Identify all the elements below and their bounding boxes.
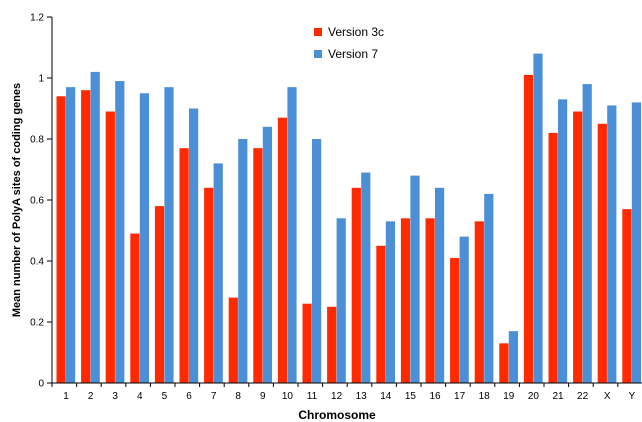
bar-version-7 [607, 105, 617, 383]
x-tick-label: 9 [260, 391, 266, 402]
x-tick-label: X [604, 391, 611, 402]
bar-version-7 [90, 71, 100, 384]
x-tick-label: 5 [162, 391, 168, 402]
bar-version-7 [287, 87, 297, 384]
bar-version-3c [573, 111, 583, 384]
x-tick-label: 2 [88, 391, 94, 402]
bar-version-7 [115, 81, 125, 384]
bar-version-3c [425, 218, 435, 383]
bar-version-3c [130, 233, 140, 383]
y-tick-label: 1.2 [30, 13, 44, 24]
bar-version-7 [164, 87, 174, 384]
x-tick-label: 21 [552, 391, 564, 402]
x-tick-label: 15 [405, 391, 417, 402]
bar-version-3c [253, 148, 263, 383]
bar-version-7 [385, 221, 395, 383]
bar-version-3c [351, 187, 361, 383]
y-tick-label: 0.8 [30, 135, 44, 146]
bar-version-7 [213, 163, 223, 383]
legend-label: Version 3c [328, 25, 384, 39]
bar-version-7 [459, 236, 469, 383]
y-tick-label: 0 [38, 379, 44, 390]
bar-version-3c [499, 343, 509, 383]
bar-version-3c [548, 132, 558, 383]
bar-version-3c [154, 206, 165, 383]
bar-version-3c [204, 187, 214, 383]
bar-version-3c [179, 148, 189, 383]
legend-label: Version 7 [328, 47, 378, 61]
x-tick-label: 16 [429, 391, 441, 402]
x-axis-title: Chromosome [298, 408, 376, 422]
legend-swatch [314, 28, 322, 36]
x-tick-label: 17 [454, 391, 466, 402]
bar-version-7 [508, 331, 518, 383]
x-tick-label: 3 [112, 391, 118, 402]
bar-version-3c [400, 218, 411, 383]
bar-version-3c [622, 209, 632, 383]
bar-version-3c [56, 96, 66, 384]
y-axis-ticks: 0 0.2 0.4 0.6 0.8 1 1.2 [30, 13, 52, 390]
bar-version-7 [410, 175, 420, 383]
bar-version-3c [327, 306, 337, 383]
bar-version-3c [81, 90, 91, 383]
x-tick-label: 18 [479, 391, 491, 402]
bar-version-7 [533, 53, 543, 383]
x-tick-label: 13 [356, 391, 368, 402]
x-axis-ticks: 1 2 3 4 5 6 7 8 9 10 11 12 13 14 15 16 17 18 19 20 21 22 X Y [51, 383, 635, 402]
bar-version-7 [189, 108, 199, 383]
bar-version-3c [450, 257, 460, 383]
bar-version-3c [277, 117, 288, 384]
x-tick-label: 20 [528, 391, 540, 402]
bar-version-3c [228, 297, 238, 383]
x-tick-label: 1 [63, 391, 69, 402]
x-tick-label: 10 [282, 391, 294, 402]
bar-version-7 [484, 193, 494, 383]
bar-version-3c [523, 74, 534, 383]
y-tick-label: 1 [38, 74, 44, 85]
bar-version-7 [139, 93, 149, 383]
bar-version-3c [302, 303, 312, 383]
y-tick-label: 0.4 [30, 257, 44, 268]
y-tick-label: 0.2 [30, 318, 44, 329]
x-tick-label: Y [628, 391, 635, 402]
bar-version-7 [336, 218, 346, 383]
x-tick-label: 7 [211, 391, 217, 402]
bar-version-3c [597, 123, 607, 383]
x-tick-label: 8 [235, 391, 241, 402]
bar-version-7 [435, 187, 445, 383]
bar-version-7 [582, 84, 592, 383]
bar-version-3c [376, 245, 386, 383]
legend-swatch [314, 50, 322, 58]
bar-version-7 [312, 139, 322, 383]
x-tick-label: 14 [380, 391, 392, 402]
y-axis-title: Mean number of PolyA sites of coding gen… [11, 83, 23, 317]
bar-version-3c [105, 111, 115, 384]
x-tick-label: 11 [307, 391, 318, 402]
bars [56, 53, 641, 384]
bar-version-7 [66, 87, 76, 384]
bar-version-7 [631, 102, 641, 384]
x-tick-label: 22 [577, 391, 589, 402]
bar-version-3c [474, 221, 484, 383]
bar-version-7 [558, 99, 568, 383]
x-tick-label: 6 [186, 391, 192, 402]
bar-version-7 [361, 172, 371, 383]
bar-version-7 [238, 139, 248, 383]
bar-version-7 [262, 126, 272, 384]
legend: Version 3c Version 7 [314, 25, 384, 61]
x-tick-label: 12 [331, 391, 343, 402]
y-tick-label: 0.6 [30, 196, 44, 207]
x-tick-label: 19 [503, 391, 515, 402]
x-tick-label: 4 [137, 391, 143, 402]
